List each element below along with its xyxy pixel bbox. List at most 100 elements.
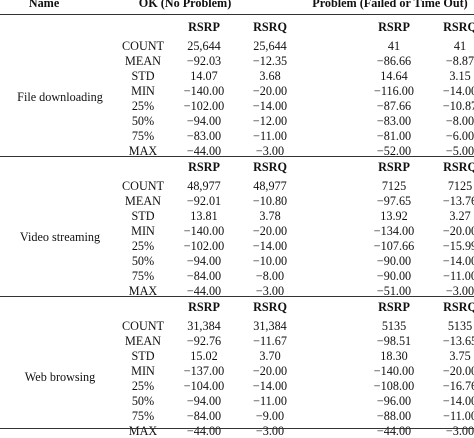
problem-rsrq-cell: −15.99 bbox=[442, 239, 474, 253]
ok-rsrq-cell: −10.80 bbox=[252, 194, 288, 208]
stat-label: 75% bbox=[131, 129, 155, 143]
problem-rsrq-cell: −3.00 bbox=[445, 424, 474, 438]
ok-rsrp-cell: −102.00 bbox=[183, 239, 225, 253]
ok-rsrp-cell: −102.00 bbox=[183, 99, 225, 113]
ok-rsrq-cell: −3.00 bbox=[255, 144, 285, 158]
section-name: File downloading bbox=[17, 90, 103, 104]
subheader-rsrq: RSRQ bbox=[443, 20, 474, 34]
problem-rsrp-cell: −108.00 bbox=[373, 379, 415, 393]
ok-rsrp-cell: −137.00 bbox=[183, 364, 225, 378]
stat-label: COUNT bbox=[122, 179, 164, 193]
ok-rsrq-cell: −11.00 bbox=[253, 394, 287, 408]
ok-rsrq-cell: 48,977 bbox=[253, 179, 287, 193]
problem-rsrq-cell: 3.15 bbox=[449, 69, 471, 83]
ok-rsrq-cell: −10.00 bbox=[252, 254, 288, 268]
stat-label: 50% bbox=[131, 394, 155, 408]
ok-rsrp-cell: −140.00 bbox=[183, 224, 225, 238]
ok-rsrp-cell: −140.00 bbox=[183, 84, 225, 98]
ok-rsrp-cell: −44.00 bbox=[186, 284, 222, 298]
ok-rsrq-cell: −14.00 bbox=[252, 379, 288, 393]
ok-rsrq-cell: −12.00 bbox=[252, 114, 288, 128]
stat-label: COUNT bbox=[122, 319, 164, 333]
ok-rsrp-cell: 13.81 bbox=[190, 209, 218, 223]
problem-rsrq-cell: 7125 bbox=[447, 179, 473, 193]
problem-rsrq-cell: −14.00 bbox=[442, 394, 474, 408]
ok-rsrq-cell: −11.00 bbox=[253, 129, 287, 143]
ok-rsrq-cell: −11.67 bbox=[253, 334, 287, 348]
problem-rsrp-cell: −134.00 bbox=[373, 224, 415, 238]
ok-rsrq-cell: −3.00 bbox=[255, 284, 285, 298]
subheader-rsrp: RSRP bbox=[188, 20, 220, 34]
ok-rsrq-cell: −14.00 bbox=[252, 99, 288, 113]
subheader-rsrp: RSRP bbox=[378, 160, 410, 174]
header-rule bbox=[0, 14, 474, 15]
ok-rsrq-cell: −9.00 bbox=[255, 409, 285, 423]
stat-label: MEAN bbox=[125, 334, 161, 348]
ok-rsrp-cell: −84.00 bbox=[186, 269, 222, 283]
problem-rsrq-cell: −11.00 bbox=[443, 409, 474, 423]
ok-rsrp-cell: −44.00 bbox=[186, 424, 222, 438]
problem-rsrp-cell: −52.00 bbox=[376, 144, 412, 158]
ok-rsrp-cell: −83.00 bbox=[186, 129, 222, 143]
bottom-rule bbox=[0, 428, 474, 429]
subheader-rsrq: RSRQ bbox=[443, 300, 474, 314]
stat-label: MAX bbox=[128, 284, 158, 298]
ok-rsrq-cell: −20.00 bbox=[252, 224, 288, 238]
ok-rsrp-cell: −94.00 bbox=[186, 114, 222, 128]
ok-rsrp-cell: 15.02 bbox=[190, 349, 218, 363]
stat-label: MEAN bbox=[125, 54, 161, 68]
problem-rsrp-cell: 18.30 bbox=[380, 349, 408, 363]
ok-rsrp-cell: −44.00 bbox=[186, 144, 222, 158]
problem-rsrq-cell: −13.65 bbox=[442, 334, 474, 348]
problem-rsrq-cell: −10.87 bbox=[442, 99, 474, 113]
ok-rsrp-cell: −92.03 bbox=[186, 54, 222, 68]
stat-label: STD bbox=[131, 209, 155, 223]
problem-rsrq-cell: −8.87 bbox=[445, 54, 474, 68]
stat-label: STD bbox=[131, 349, 155, 363]
ok-rsrq-cell: −12.35 bbox=[252, 54, 288, 68]
problem-rsrq-cell: −13.76 bbox=[442, 194, 474, 208]
ok-rsrq-cell: −20.00 bbox=[252, 364, 288, 378]
problem-rsrp-cell: −87.66 bbox=[376, 99, 412, 113]
ok-rsrp-cell: −94.00 bbox=[186, 254, 222, 268]
section-name: Video streaming bbox=[19, 230, 101, 244]
problem-rsrp-cell: 7125 bbox=[381, 179, 407, 193]
problem-rsrq-cell: −3.00 bbox=[445, 284, 474, 298]
problem-rsrq-cell: −6.00 bbox=[445, 129, 474, 143]
problem-rsrp-cell: −140.00 bbox=[373, 364, 415, 378]
problem-rsrq-cell: −8.00 bbox=[445, 114, 474, 128]
problem-rsrq-cell: 41 bbox=[453, 39, 467, 53]
problem-rsrq-cell: −14.00 bbox=[442, 84, 474, 98]
ok-rsrp-cell: −104.00 bbox=[183, 379, 225, 393]
subheader-rsrp: RSRP bbox=[378, 300, 410, 314]
ok-rsrq-cell: −3.00 bbox=[255, 424, 285, 438]
stat-label: 25% bbox=[131, 379, 155, 393]
problem-rsrp-cell: −97.65 bbox=[376, 194, 412, 208]
stat-label: MAX bbox=[128, 144, 158, 158]
stat-label: 75% bbox=[131, 269, 155, 283]
stat-label: MIN bbox=[131, 84, 155, 98]
problem-rsrp-cell: −88.00 bbox=[376, 409, 412, 423]
ok-rsrq-cell: −8.00 bbox=[255, 269, 285, 283]
ok-rsrq-cell: 3.70 bbox=[259, 349, 281, 363]
ok-rsrp-cell: −94.00 bbox=[186, 394, 222, 408]
problem-rsrp-cell: −86.66 bbox=[376, 54, 412, 68]
problem-rsrq-cell: −20.00 bbox=[442, 224, 474, 238]
ok-rsrp-cell: 14.07 bbox=[190, 69, 218, 83]
ok-rsrq-cell: 3.68 bbox=[259, 69, 281, 83]
problem-rsrp-cell: 41 bbox=[387, 39, 401, 53]
ok-rsrq-cell: −20.00 bbox=[252, 84, 288, 98]
problem-rsrp-cell: −96.00 bbox=[376, 394, 412, 408]
ok-rsrp-cell: 25,644 bbox=[187, 39, 221, 53]
ok-rsrq-cell: 31,384 bbox=[253, 319, 287, 333]
stat-label: MIN bbox=[131, 364, 155, 378]
problem-rsrq-cell: −16.76 bbox=[442, 379, 474, 393]
column-header-ok: OK (No Problem) bbox=[138, 0, 232, 10]
problem-rsrp-cell: −44.00 bbox=[376, 424, 412, 438]
ok-rsrp-cell: −92.76 bbox=[186, 334, 222, 348]
column-header-problem: Problem (Failed or Time Out) bbox=[312, 0, 468, 10]
ok-rsrp-cell: 48,977 bbox=[187, 179, 221, 193]
subheader-rsrp: RSRP bbox=[188, 300, 220, 314]
stat-label: 75% bbox=[131, 409, 155, 423]
